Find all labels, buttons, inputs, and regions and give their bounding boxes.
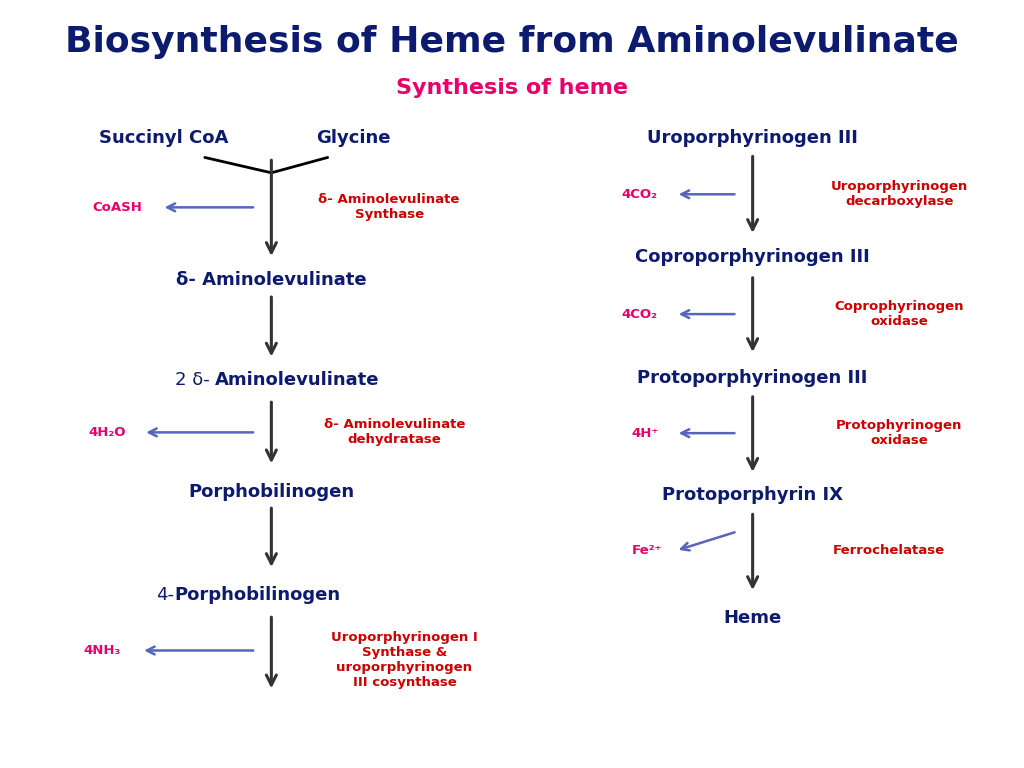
Text: Uroporphyrinogen I
Synthase &
uroporphyrinogen
III cosynthase: Uroporphyrinogen I Synthase & uroporphyr… (331, 631, 478, 690)
Text: 2 δ-: 2 δ- (174, 371, 215, 389)
Text: Uroporphyrinogen
decarboxylase: Uroporphyrinogen decarboxylase (830, 180, 968, 208)
Text: Protoporphyrinogen III: Protoporphyrinogen III (638, 369, 867, 387)
Text: Heme: Heme (724, 609, 781, 627)
Text: Glycine: Glycine (316, 129, 390, 147)
Text: Biosynthesis of Heme from Aminolevulinate: Biosynthesis of Heme from Aminolevulinat… (66, 25, 958, 59)
Text: δ- Aminolevulinate
Synthase: δ- Aminolevulinate Synthase (318, 194, 460, 221)
Text: 4H₂O: 4H₂O (89, 426, 126, 439)
Text: Aminolevulinate: Aminolevulinate (215, 371, 380, 389)
Text: Protoporphyrin IX: Protoporphyrin IX (663, 486, 843, 505)
Text: Coproporphyrinogen III: Coproporphyrinogen III (635, 248, 870, 266)
Text: Coprophyrinogen
oxidase: Coprophyrinogen oxidase (835, 300, 964, 328)
Text: Uroporphyrinogen III: Uroporphyrinogen III (647, 129, 858, 147)
Text: Protophyrinogen
oxidase: Protophyrinogen oxidase (836, 419, 963, 447)
Text: 4H⁺: 4H⁺ (632, 427, 658, 439)
Text: Porphobilinogen: Porphobilinogen (188, 482, 354, 501)
Text: δ- Aminolevulinate
dehydratase: δ- Aminolevulinate dehydratase (324, 419, 465, 446)
Text: Succinyl CoA: Succinyl CoA (99, 129, 228, 147)
Text: Synthesis of heme: Synthesis of heme (396, 78, 628, 98)
Text: 4NH₃: 4NH₃ (84, 644, 121, 657)
Text: Porphobilinogen: Porphobilinogen (174, 586, 340, 604)
Text: δ- Aminolevulinate: δ- Aminolevulinate (176, 271, 367, 290)
Text: 4CO₂: 4CO₂ (621, 308, 657, 320)
Text: CoASH: CoASH (93, 201, 142, 214)
Text: 4-: 4- (156, 586, 174, 604)
Text: Ferrochelatase: Ferrochelatase (833, 545, 945, 557)
Text: Fe²⁺: Fe²⁺ (632, 545, 663, 557)
Text: 4CO₂: 4CO₂ (621, 188, 657, 200)
